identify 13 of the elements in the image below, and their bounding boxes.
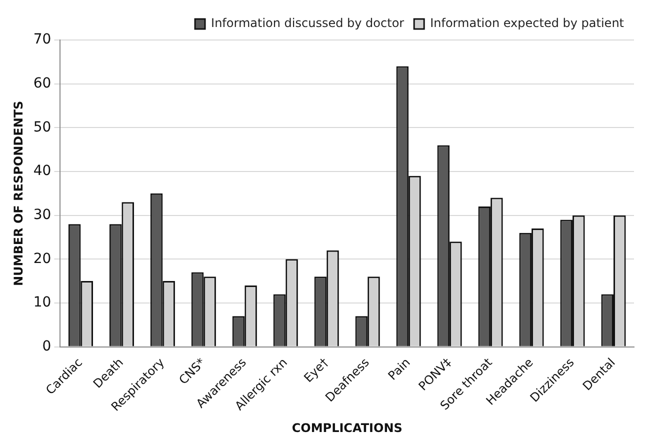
y-tick-label: 30 [33,206,52,223]
y-tick-label: 70 [33,32,52,48]
y-tick-label: 20 [33,250,52,267]
legend-label: Information expected by patient [430,16,624,30]
y-axis-title: NUMBER OF RESPONDENTS [11,100,26,286]
y-tick-label: 0 [42,338,52,354]
x-tick-label: Pain [385,355,413,383]
y-tick-label: 10 [33,294,52,311]
legend-label: Information discussed by doctor [211,16,404,30]
y-tick-label: 60 [33,75,52,92]
x-axis-title: COMPLICATIONS [292,420,402,435]
y-tick-label: 40 [33,163,52,180]
y-tick-label: 50 [33,119,52,136]
